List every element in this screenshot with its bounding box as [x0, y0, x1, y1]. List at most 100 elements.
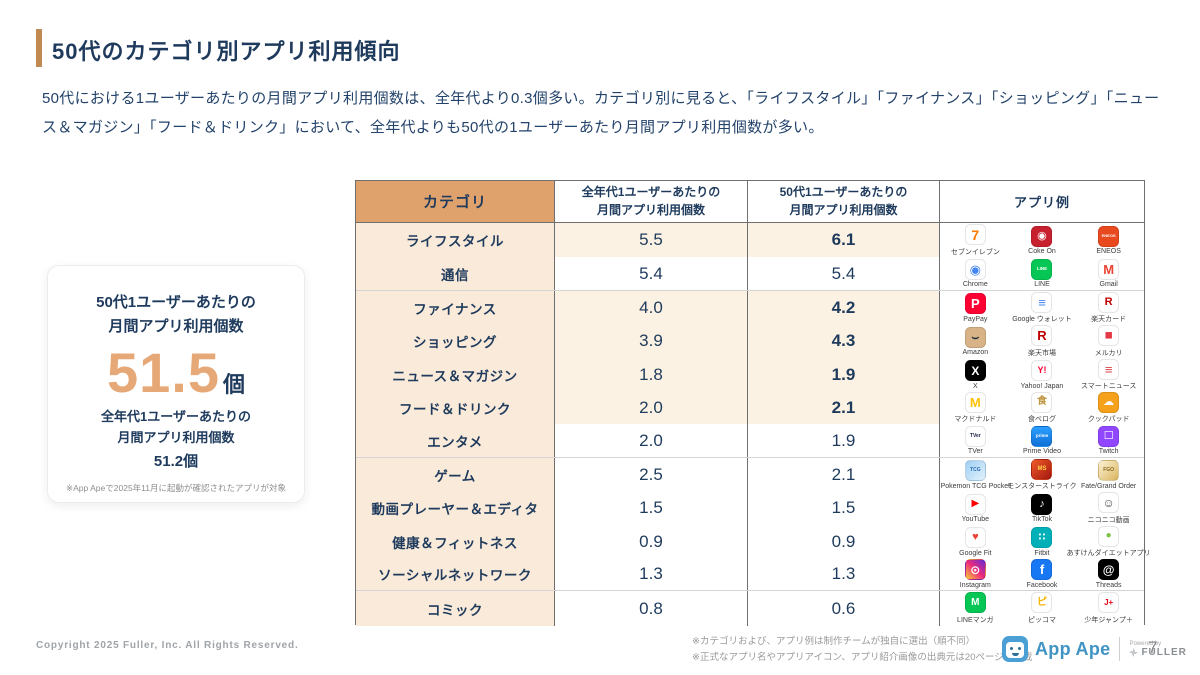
- all-ages-value-cell: 2.5: [555, 457, 748, 493]
- table-row: ニュース＆マガジン 1.8 1.9 X X Y! Yahoo! Japan ≡ スマートニュース: [356, 356, 1144, 393]
- page-number: 7: [1148, 638, 1158, 657]
- logo-divider: [1119, 637, 1121, 661]
- table-row: ゲーム 2.5 2.1 TCG Pokemon TCG Pocket MS モンスターストラ…: [356, 456, 1144, 493]
- app-examples-cell: P PayPay ≡ Google ウォレット R 楽天カード: [940, 290, 1144, 326]
- fate-grand-order-icon: FGO: [1098, 460, 1120, 482]
- app-label: ニコニコ動画: [1087, 516, 1130, 524]
- app-examples-cell: TCG Pokemon TCG Pocket MS モンスターストライク FGO Fate…: [940, 457, 1144, 493]
- chrome-icon: ◉: [964, 258, 986, 280]
- app-label: ENEOS: [1096, 248, 1121, 255]
- rakuten-ichiba-icon: R: [1031, 325, 1053, 347]
- fifties-value-cell: 1.3: [748, 557, 940, 591]
- shonen-jump-plus-icon: J+: [1098, 592, 1120, 614]
- header-category: カテゴリ: [356, 181, 555, 222]
- app-example: ▶ YouTube: [942, 493, 1008, 524]
- app-label: TVer: [967, 448, 983, 456]
- fifties-value-cell: 1.9: [748, 424, 940, 457]
- table-row: エンタメ 2.0 1.9 TVer TVer prime Prime Video ☐ Twitc…: [356, 423, 1144, 457]
- app-label: Yahoo! Japan: [1020, 382, 1064, 390]
- stat-card-title: 50代1ユーザーあたりの 月間アプリ利用個数: [96, 294, 256, 335]
- stat-unit: 個: [222, 372, 245, 397]
- twitch-icon: ☐: [1098, 425, 1120, 447]
- app-example: ⌣ Amazon: [942, 326, 1008, 356]
- fuller-label: FULLER: [1141, 646, 1187, 658]
- app-examples-cell: M LINEマンガ ピピッコマ J+ 少年ジャンプ＋: [940, 591, 1144, 626]
- app-label: Google ウォレット: [1012, 316, 1072, 324]
- app-label: ピッコマ: [1027, 616, 1056, 624]
- category-cell: ゲーム: [356, 457, 555, 493]
- stat-sub-value: 51.2個: [153, 452, 199, 470]
- tiktok-icon: ♪: [1031, 493, 1053, 515]
- app-examples-cell: ▶ YouTube ♪ TikTok ☺ ニコニコ動画: [940, 491, 1144, 526]
- app-example: M マクドナルド: [942, 391, 1008, 425]
- eneos-icon: ENEOS: [1098, 225, 1120, 247]
- line-manga-icon: M: [964, 592, 986, 614]
- app-ape-logo: App Ape Powered by FULLER: [1002, 636, 1187, 662]
- app-label: Coke On: [1028, 248, 1056, 255]
- stat-big-number: 51.5 個: [48, 341, 304, 405]
- app-examples-cell: ⊙ Instagram f Facebook @ Threads: [940, 557, 1144, 591]
- app-label: Google Fit: [959, 549, 992, 557]
- app-example: TCG Pokemon TCG Pocket: [941, 460, 1010, 490]
- app-example: ☺ ニコニコ動画: [1076, 492, 1142, 525]
- app-example: ☁ クックパッド: [1076, 391, 1142, 425]
- all-ages-value-cell: 0.8: [555, 591, 748, 626]
- threads-icon: @: [1098, 559, 1120, 581]
- page-title: 50代のカテゴリ別アプリ利用傾向: [52, 39, 401, 64]
- app-label: スマートニュース: [1080, 383, 1137, 391]
- app-example: prime Prime Video: [1009, 425, 1075, 455]
- slide-description: 50代における1ユーザーあたりの月間アプリ利用個数は、全年代より0.3個多い。カ…: [42, 90, 1160, 137]
- coke-on-icon: ◉: [1031, 225, 1053, 247]
- fifties-value-cell: 1.5: [748, 491, 940, 526]
- category-cell: 通信: [356, 257, 555, 290]
- app-label: LINEマンガ: [957, 616, 994, 624]
- app-label: Threads: [1095, 581, 1122, 589]
- app-label: PayPay: [963, 315, 988, 323]
- table-header-row: カテゴリ 全年代1ユーザーあたりの 月間アプリ利用個数 50代1ユーザーあたりの…: [356, 181, 1144, 223]
- pokemon-tcg-pocket-icon: TCG: [964, 460, 986, 482]
- app-example: ≡ スマートニュース: [1076, 358, 1142, 392]
- app-examples-cell: ⌣ Amazon R 楽天市場 ◼ メルカリ: [940, 324, 1144, 359]
- app-example: LINE LINE: [1009, 258, 1075, 289]
- app-label: LINE: [1034, 281, 1050, 289]
- google-wallet-icon: ≡: [1031, 291, 1053, 313]
- app-example: FGO Fate/Grand Order: [1076, 460, 1142, 490]
- fifties-value-cell: 6.1: [748, 223, 940, 258]
- copyright-text: Copyright 2025 Fuller, Inc. All Rights R…: [36, 640, 299, 651]
- app-label: 少年ジャンプ＋: [1084, 616, 1133, 624]
- app-label: モンスターストライク: [1007, 483, 1077, 491]
- category-cell: 動画プレーヤー＆エディタ: [356, 491, 555, 526]
- instagram-icon: ⊙: [964, 559, 986, 581]
- line-icon: LINE: [1031, 258, 1053, 280]
- all-ages-value-cell: 5.4: [555, 257, 748, 290]
- mercari-icon: ◼: [1098, 325, 1120, 347]
- all-ages-value-cell: 4.0: [555, 290, 748, 326]
- category-cell: コミック: [356, 591, 555, 626]
- app-label: あすけんダイエットアプリ: [1066, 550, 1151, 558]
- fifties-value-cell: 4.3: [748, 324, 940, 359]
- app-label: YouTube: [961, 516, 990, 524]
- app-label: 楽天市場: [1027, 349, 1056, 357]
- app-example: ◉ Coke On: [1009, 225, 1075, 255]
- gmail-icon: M: [1098, 258, 1120, 280]
- fifties-value-cell: 2.1: [748, 457, 940, 493]
- app-example: ◉ Chrome: [942, 258, 1008, 288]
- app-example: ♥ Google Fit: [942, 527, 1008, 557]
- app-ape-logo-text: App Ape: [1035, 638, 1111, 659]
- table-row: 動画プレーヤー＆エディタ 1.5 1.5 ▶ YouTube ♪ TikTok ☺ ニコニコ動画: [356, 490, 1144, 526]
- app-label: TikTok: [1032, 516, 1052, 524]
- powered-by-block: Powered by FULLER: [1129, 641, 1186, 658]
- app-example: P PayPay: [942, 293, 1008, 323]
- all-ages-value-cell: 1.3: [555, 557, 748, 591]
- table-row: ファイナンス 4.0 4.2 P PayPay ≡ Google ウォレット R 楽天カード: [356, 289, 1144, 326]
- header-app-examples: アプリ例: [940, 181, 1144, 222]
- app-label: Fitbit: [1034, 549, 1050, 557]
- monthly-usage-stat-card: 50代1ユーザーあたりの 月間アプリ利用個数 51.5 個 全年代1ユーザーあた…: [47, 265, 305, 503]
- rakuten-card-icon: R: [1098, 291, 1120, 313]
- app-label: Gmail: [1099, 281, 1118, 289]
- header-all-ages: 全年代1ユーザーあたりの 月間アプリ利用個数: [555, 181, 748, 222]
- all-ages-value-cell: 1.5: [555, 491, 748, 526]
- app-example: J+ 少年ジャンプ＋: [1076, 592, 1142, 625]
- app-label: 食べログ: [1027, 416, 1056, 424]
